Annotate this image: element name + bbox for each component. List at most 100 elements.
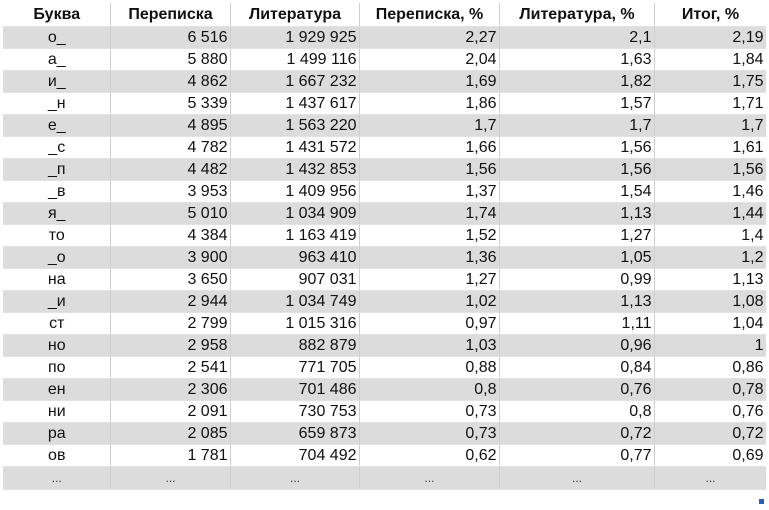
table-cell[interactable]: 4 895 [110, 114, 231, 137]
table-cell[interactable]: 2 306 [110, 378, 231, 401]
table-cell[interactable]: 1 034 749 [230, 290, 360, 313]
table-cell[interactable]: 2 799 [110, 312, 231, 335]
table-cell[interactable]: 701 486 [230, 378, 360, 401]
table-cell[interactable]: 963 410 [230, 246, 360, 269]
table-cell[interactable]: 5 010 [110, 202, 231, 225]
table-cell[interactable]: 3 650 [110, 268, 231, 291]
bigram-cell[interactable]: _в [3, 180, 111, 203]
table-cell[interactable]: 0,84 [499, 356, 655, 379]
table-cell[interactable]: 1,82 [499, 70, 655, 93]
table-cell[interactable]: 4 782 [110, 136, 231, 159]
table-cell[interactable]: 1 034 909 [230, 202, 360, 225]
table-cell[interactable]: ... [230, 466, 360, 490]
bigram-cell[interactable]: ст [3, 312, 111, 335]
table-cell[interactable]: 1 015 316 [230, 312, 360, 335]
bigram-cell[interactable]: ов [3, 444, 111, 467]
table-cell[interactable]: 1,75 [654, 70, 766, 93]
table-cell[interactable]: 0,69 [654, 444, 766, 467]
table-cell[interactable]: 1,11 [499, 312, 655, 335]
table-cell[interactable]: 1,27 [359, 268, 500, 291]
table-cell[interactable]: 1 437 617 [230, 92, 360, 115]
table-cell[interactable]: 1,4 [654, 224, 766, 247]
table-cell[interactable]: 1 563 220 [230, 114, 360, 137]
table-cell[interactable]: 5 880 [110, 48, 231, 71]
table-cell[interactable]: 2 944 [110, 290, 231, 313]
table-cell[interactable]: 2 958 [110, 334, 231, 357]
table-cell[interactable]: 1,71 [654, 92, 766, 115]
table-cell[interactable]: 1,57 [499, 92, 655, 115]
table-cell[interactable]: 1,84 [654, 48, 766, 71]
table-cell[interactable]: 1 163 419 [230, 224, 360, 247]
bigram-cell[interactable]: ра [3, 422, 111, 445]
table-cell[interactable]: 730 753 [230, 400, 360, 423]
table-cell[interactable]: 1,03 [359, 334, 500, 357]
table-cell[interactable]: 882 879 [230, 334, 360, 357]
table-cell[interactable]: 1 667 232 [230, 70, 360, 93]
table-cell[interactable]: 1,7 [654, 114, 766, 137]
table-cell[interactable]: ... [3, 466, 111, 490]
bigram-cell[interactable]: _с [3, 136, 111, 159]
bigram-cell[interactable]: и_ [3, 70, 111, 93]
bigram-cell[interactable]: _п [3, 158, 111, 181]
table-cell[interactable]: 4 384 [110, 224, 231, 247]
table-cell[interactable]: 0,77 [499, 444, 655, 467]
table-cell[interactable]: 1,04 [654, 312, 766, 335]
bigram-cell[interactable]: а_ [3, 48, 111, 71]
table-cell[interactable]: 1,74 [359, 202, 500, 225]
table-cell[interactable]: 1 929 925 [230, 26, 360, 49]
table-cell[interactable]: 0,72 [654, 422, 766, 445]
table-cell[interactable]: 0,73 [359, 400, 500, 423]
table-cell[interactable]: 1 432 853 [230, 158, 360, 181]
table-cell[interactable]: 771 705 [230, 356, 360, 379]
table-cell[interactable]: 5 339 [110, 92, 231, 115]
table-cell[interactable]: 0,96 [499, 334, 655, 357]
table-cell[interactable]: 1,56 [499, 136, 655, 159]
table-cell[interactable]: 0,72 [499, 422, 655, 445]
table-cell[interactable]: 0,76 [654, 400, 766, 423]
table-cell[interactable]: 1,61 [654, 136, 766, 159]
header-correspondence-pct[interactable]: Переписка, % [359, 3, 500, 27]
bigram-cell[interactable]: _и [3, 290, 111, 313]
table-cell[interactable]: 1,7 [499, 114, 655, 137]
table-cell[interactable]: ... [359, 466, 500, 490]
table-cell[interactable]: 0,8 [359, 378, 500, 401]
table-cell[interactable]: 0,86 [654, 356, 766, 379]
table-cell[interactable]: 1,54 [499, 180, 655, 203]
table-cell[interactable]: 2 541 [110, 356, 231, 379]
bigram-cell[interactable]: _о [3, 246, 111, 269]
table-cell[interactable]: 704 492 [230, 444, 360, 467]
table-cell[interactable]: 1,36 [359, 246, 500, 269]
bigram-cell[interactable]: ен [3, 378, 111, 401]
bigram-cell[interactable]: ни [3, 400, 111, 423]
table-cell[interactable]: 2 085 [110, 422, 231, 445]
table-cell[interactable]: 1 [654, 334, 766, 357]
table-cell[interactable]: 0,88 [359, 356, 500, 379]
bigram-cell[interactable]: _н [3, 92, 111, 115]
table-cell[interactable]: 1,63 [499, 48, 655, 71]
table-cell[interactable]: 1,56 [499, 158, 655, 181]
table-cell[interactable]: 1,08 [654, 290, 766, 313]
table-cell[interactable]: 0,99 [499, 268, 655, 291]
table-cell[interactable]: 0,78 [654, 378, 766, 401]
table-cell[interactable]: 0,97 [359, 312, 500, 335]
bigram-cell[interactable]: но [3, 334, 111, 357]
header-literature-pct[interactable]: Литература, % [499, 3, 655, 27]
table-cell[interactable]: 1,05 [499, 246, 655, 269]
header-literature[interactable]: Литература [230, 3, 360, 27]
table-cell[interactable]: 6 516 [110, 26, 231, 49]
table-cell[interactable]: ... [110, 466, 231, 490]
table-cell[interactable]: 1,44 [654, 202, 766, 225]
table-cell[interactable]: 2 091 [110, 400, 231, 423]
table-cell[interactable]: 1,46 [654, 180, 766, 203]
table-cell[interactable]: 907 031 [230, 268, 360, 291]
table-cell[interactable]: 0,73 [359, 422, 500, 445]
bigram-cell[interactable]: о_ [3, 26, 111, 49]
table-cell[interactable]: 1,86 [359, 92, 500, 115]
table-cell[interactable]: ... [499, 466, 655, 490]
header-letter[interactable]: Буква [3, 3, 111, 27]
table-cell[interactable]: 659 873 [230, 422, 360, 445]
table-cell[interactable]: 2,27 [359, 26, 500, 49]
table-cell[interactable]: 1,7 [359, 114, 500, 137]
table-cell[interactable]: 2,19 [654, 26, 766, 49]
bigram-cell[interactable]: то [3, 224, 111, 247]
